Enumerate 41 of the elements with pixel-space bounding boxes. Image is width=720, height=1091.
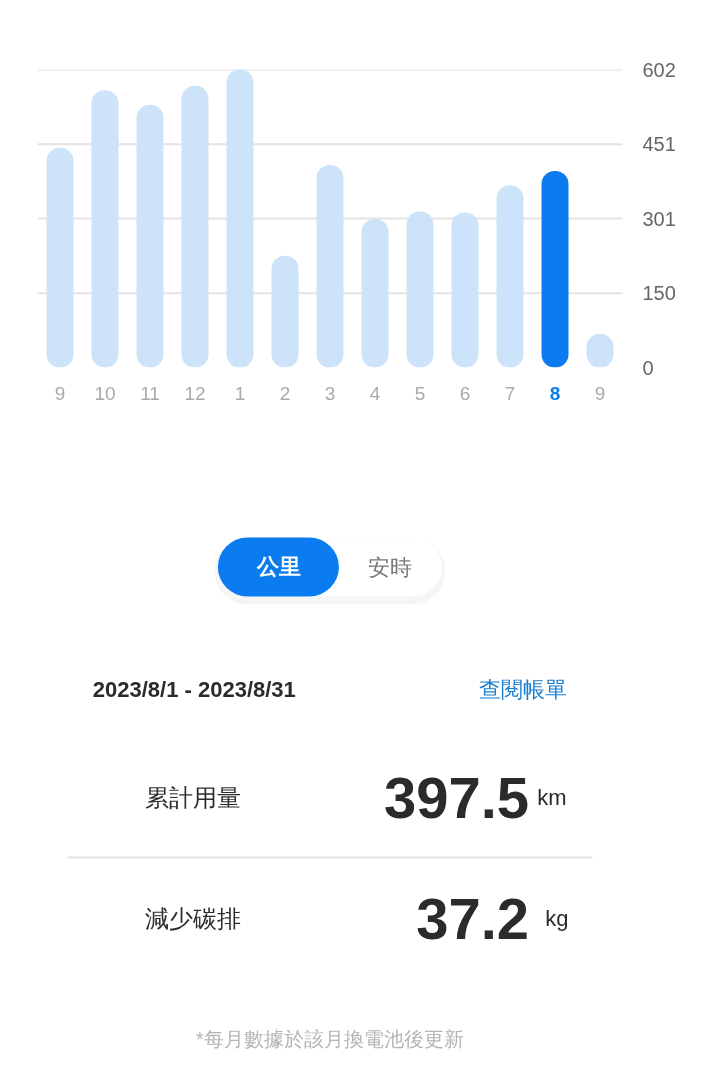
y-tick-label: 451: [642, 133, 676, 156]
x-tick-label: 9: [594, 383, 606, 404]
x-tick-label: 12: [184, 383, 206, 404]
x-tick-label: 5: [414, 383, 426, 404]
text: kg: [545, 906, 569, 931]
x-tick-label: 7: [504, 383, 516, 404]
x-tick-label: 4: [369, 383, 381, 404]
bar: [46, 147, 74, 368]
text: 安時: [368, 555, 413, 580]
x-tick-label: 3: [324, 383, 336, 404]
text: 2023/8/1 - 2023/8/31: [92, 677, 296, 702]
bar: [136, 104, 164, 368]
text: 公里: [255, 554, 301, 579]
bar: [361, 219, 389, 368]
x-tick-label: 10: [94, 383, 116, 404]
text: 查閱帳單: [479, 677, 568, 702]
y-tick-label: 602: [642, 58, 676, 81]
bar: [226, 69, 254, 368]
y-tick-label: 0: [642, 356, 654, 379]
y-tick-label: 150: [642, 282, 676, 305]
bar: [541, 170, 569, 368]
text: *每月數據於該月換電池後更新: [196, 1027, 464, 1050]
x-tick-label: 2: [279, 383, 291, 404]
bar: [271, 255, 299, 368]
bar: [316, 165, 344, 368]
text: 397.5: [383, 764, 530, 830]
y-tick-label: 301: [642, 207, 676, 230]
x-tick-label: 6: [459, 383, 471, 404]
x-tick-label: 9: [54, 383, 66, 404]
text: 累計用量: [144, 784, 241, 811]
text: 37.2: [416, 885, 530, 951]
x-tick-label: 8: [549, 383, 561, 404]
bar: [91, 90, 119, 368]
bar: [451, 212, 479, 368]
text: 減少碳排: [144, 905, 241, 932]
bar: [496, 185, 524, 368]
text: km: [537, 785, 567, 810]
bar: [406, 211, 434, 368]
x-tick-label: 1: [234, 383, 246, 404]
x-tick-label: 11: [140, 383, 160, 404]
bar: [181, 85, 209, 368]
